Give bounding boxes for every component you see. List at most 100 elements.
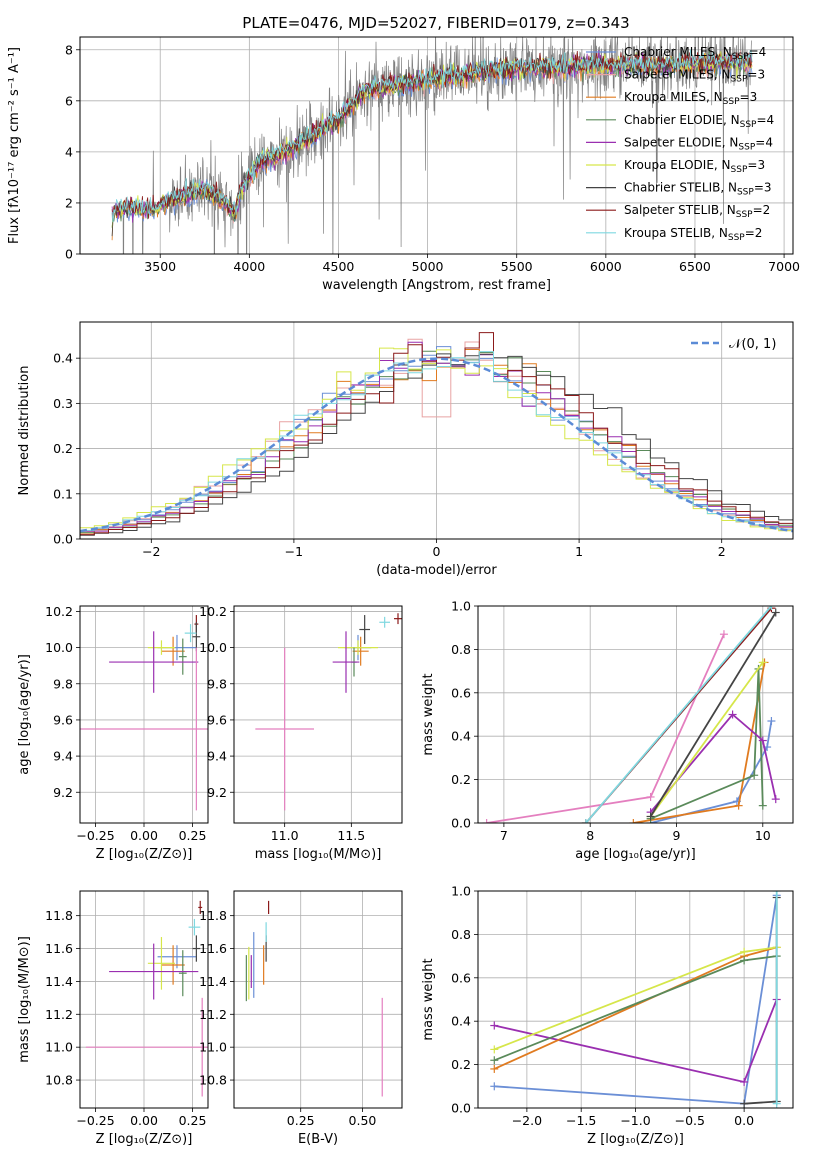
spectrum-axes: 3500 4000 4500 5000 5500 6000 6500 7000 0 2 4 6 8 wav…: [7, 36, 800, 293]
weight_vs_age-ytick-label: 0.4: [451, 729, 471, 744]
residuals-xtick-label: 2: [718, 544, 726, 559]
weight_vs_Z-marker: [490, 1082, 499, 1091]
weight_vs_age-series-line: [649, 612, 777, 817]
weight_vs_age-xtick-label: 7: [500, 828, 508, 843]
spectrum-ylabel: Flux [fλ10⁻¹⁷ erg cm⁻² s⁻¹ A⁻¹]: [7, 47, 22, 244]
age_vs_mass-errorbar-point: [379, 616, 390, 628]
weight_vs_age-marker: [482, 819, 491, 823]
weight_vs_age-marker: [767, 717, 776, 726]
weight_vs_age-series-line: [649, 713, 777, 813]
spectrum-xtick-label: 5500: [501, 259, 533, 274]
spectrum-ytick-label: 4: [65, 144, 73, 159]
age_vs_Z-errorbar-point: [80, 647, 208, 811]
spectrum-xtick-label: 6500: [679, 259, 711, 274]
weight_vs_age-ytick-label: 0.8: [451, 642, 471, 657]
age_vs_mass-errorbar-point: [338, 640, 378, 655]
weight_vs_age-marker: [758, 801, 767, 810]
age_vs_Z-plot-area: [80, 615, 208, 811]
age_vs_mass-ytick-label: 9.6: [207, 712, 227, 727]
weight_vs_age-xlabel: age [log₁₀(age/yr)]: [575, 847, 696, 862]
spectrum-xtick-label: 5000: [412, 259, 444, 274]
spectrum-xtick-label: 4500: [323, 259, 355, 274]
weight_vs_age-marker: [771, 795, 780, 804]
weight_vs_age-marker: [728, 710, 737, 719]
weight_vs_Z-marker: [740, 956, 749, 965]
age_vs_Z-xtick-label: 0.25: [179, 828, 207, 843]
age_vs_mass-xtick-label: 11.0: [271, 828, 299, 843]
age_vs_mass-errorbar-point: [332, 631, 360, 693]
weight_vs_age-plot-area: [482, 606, 780, 823]
legend-entry: Chabrier ELODIE, NSSP=4: [624, 113, 774, 130]
age_vs_Z-ytick-label: 10.2: [45, 604, 73, 619]
spectrum-ytick-label: 6: [65, 93, 73, 108]
spectrum-ytick-label: 2: [65, 195, 73, 210]
weight_vs_Z-ytick-label: 0.2: [451, 1057, 471, 1072]
weight_vs_Z-marker: [772, 1099, 781, 1108]
age_vs_Z-ytick-label: 9.4: [53, 749, 73, 764]
age_vs_Z-errorbar-point: [161, 636, 185, 666]
residuals-ylabel: Normed distribution: [17, 366, 32, 496]
spectrum-legend: Chabrier MILES, NSSP=4 Salpeter MILES, NS…: [586, 45, 774, 243]
weight_vs_age-marker: [646, 792, 655, 801]
weight_vs_Z-frame: [477, 890, 794, 1109]
mass_vs_ebv-axes: 0.25 0.50 10.8 11.0 11.2 11.4 11.6 11.8 E(B-V): [199, 890, 403, 1147]
residuals-ytick-label: 0.1: [53, 486, 73, 501]
age_vs_mass-ytick-label: 10.0: [199, 640, 227, 655]
mass_vs_ebv-plot-area: [245, 900, 383, 1097]
weight_vs_Z-marker: [772, 891, 781, 895]
mass_vs_Z-ytick-label: 11.6: [45, 941, 73, 956]
weight_vs_Z-ylabel: mass weight: [421, 958, 436, 1040]
weight_vs_Z-marker: [740, 947, 749, 956]
residuals-xtick-label: −1: [285, 544, 303, 559]
age_vs_Z-xlabel: Z [log₁₀(Z/Z⊙)]: [96, 847, 193, 862]
mass_vs_Z-ylabel: mass [log₁₀(M/M⊙)]: [17, 936, 32, 1063]
spectrum-ytick-label: 8: [65, 42, 73, 57]
spectrum-xtick-label: 3500: [144, 259, 176, 274]
residuals-frame: [79, 321, 794, 540]
weight_vs_Z-plot-area: [490, 891, 781, 1108]
age_vs_mass-ytick-label: 10.2: [199, 604, 227, 619]
age_vs_Z-xtick-label: 0.00: [130, 828, 158, 843]
weight_vs_age-ytick-label: 0.2: [451, 772, 471, 787]
age_vs_mass-ytick-label: 9.2: [207, 785, 227, 800]
weight_vs_Z-marker: [740, 1099, 749, 1108]
weight_vs_Z-marker: [490, 1045, 499, 1054]
weight_vs_age-ytick-label: 1.0: [451, 599, 471, 614]
weight_vs_Z-axes: −2.0 −1.5 −1.0 −0.5 0.0 0.0 0.2 0.4 0.6 0.8 1.0 Z […: [421, 884, 794, 1147]
mass_vs_Z-errorbar-point: [147, 937, 176, 990]
mass_vs_ebv-ytick-label: 11.4: [199, 974, 227, 989]
weight_vs_Z-ytick-label: 0.0: [451, 1101, 471, 1116]
weight_vs_age-marker: [767, 606, 776, 610]
spectrum-model-line: [111, 50, 753, 237]
legend-entry: Kroupa MILES, NSSP=3: [624, 90, 757, 107]
residuals-ytick-label: 0.3: [53, 396, 73, 411]
weight_vs_age-marker: [581, 819, 590, 823]
residuals-xtick-label: 0: [433, 544, 441, 559]
weight_vs_Z-xtick-label: 0.0: [734, 1113, 754, 1128]
legend-entry: Salpeter MILES, NSSP=3: [624, 68, 765, 85]
residuals-ytick-label: 0.2: [53, 441, 73, 456]
mass_vs_Z-frame: [79, 890, 209, 1109]
mass_vs_Z-errorbar-point: [109, 943, 199, 1000]
residuals-xtick-label: −2: [142, 544, 160, 559]
age_vs_mass-ytick-label: 9.8: [207, 676, 227, 691]
weight_vs_age-ytick-label: 0.0: [451, 816, 471, 831]
age_vs_Z-frame: [79, 605, 209, 824]
weight_vs_age-xtick-label: 9: [673, 828, 681, 843]
weight_vs_Z-xtick-label: −1.5: [566, 1113, 596, 1128]
weight_vs_age-frame: [477, 605, 794, 824]
age_vs_Z-axes: −0.25 0.00 0.25 9.2 9.4 9.6 9.8 10.0 10.2 Z [log₁…: [17, 604, 209, 862]
mass_vs_Z-plot-area: [85, 900, 208, 1097]
weight_vs_Z-ytick-label: 0.6: [451, 970, 471, 985]
weight_vs_age-series-line: [585, 606, 773, 823]
age_vs_Z-errorbar-point: [184, 624, 197, 643]
weight_vs_age-marker: [771, 608, 780, 617]
age_vs_Z-errorbar-point: [192, 622, 201, 652]
weight_vs_Z-xtick-label: −0.5: [675, 1113, 705, 1128]
weight_vs_age-marker: [719, 630, 728, 639]
weight_vs_Z-marker: [490, 1021, 499, 1030]
residuals-plot-area: [80, 332, 793, 536]
mass_vs_ebv-xlabel: E(B-V): [298, 1132, 338, 1147]
age_vs_Z-xtick-label: −0.25: [76, 828, 114, 843]
mass_vs_ebv-frame: [233, 890, 403, 1109]
